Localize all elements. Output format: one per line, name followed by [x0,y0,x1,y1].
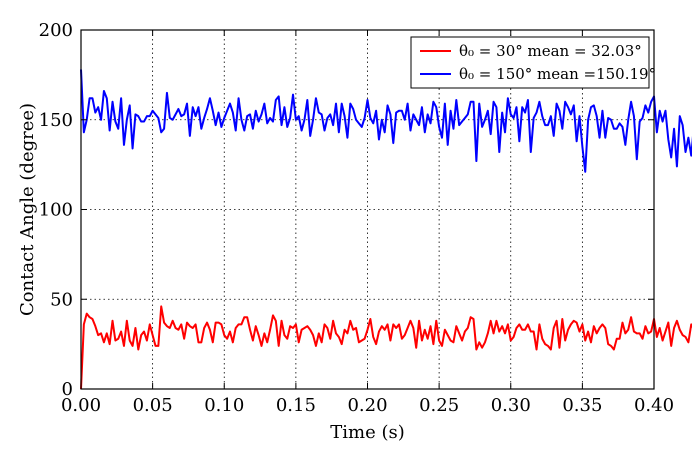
x-tick-label: 0.35 [562,395,602,416]
legend: θ₀ = 30° mean = 32.03° θ₀ = 150° mean =1… [410,36,656,89]
series-line-theta-150 [80,69,692,173]
y-tick-label: 200 [39,20,73,41]
y-tick-label: 50 [50,289,73,310]
x-tick-label: 0.05 [133,395,173,416]
x-axis-label: Time (s) [330,422,405,443]
x-tick-label: 0.20 [347,395,387,416]
x-tick-label: 0.00 [61,395,101,416]
x-tick-label: 0.15 [276,395,316,416]
y-tick-label: 100 [39,200,73,221]
grid-lines [81,30,654,389]
y-axis-label: Contact Angle (degree) [17,103,38,316]
legend-label-theta-30: θ₀ = 30° mean = 32.03° [459,42,642,60]
x-tick-label: 0.40 [634,395,674,416]
x-tick-labels: 0.00 0.05 0.10 0.15 0.20 0.25 0.30 0.35 0.40 [61,395,674,416]
x-tick-label: 0.30 [491,395,531,416]
x-tick-label: 0.25 [419,395,459,416]
series-layer [80,69,692,390]
y-tick-labels: 0 50 100 150 200 [39,20,73,400]
axis-ticks [80,29,655,390]
legend-label-theta-150: θ₀ = 150° mean =150.19° [459,65,656,83]
legend-box [410,36,650,89]
series-line-theta-30 [80,305,692,390]
y-tick-label: 150 [39,110,73,131]
x-tick-label: 0.10 [204,395,244,416]
y-tick-label: 0 [62,379,73,400]
